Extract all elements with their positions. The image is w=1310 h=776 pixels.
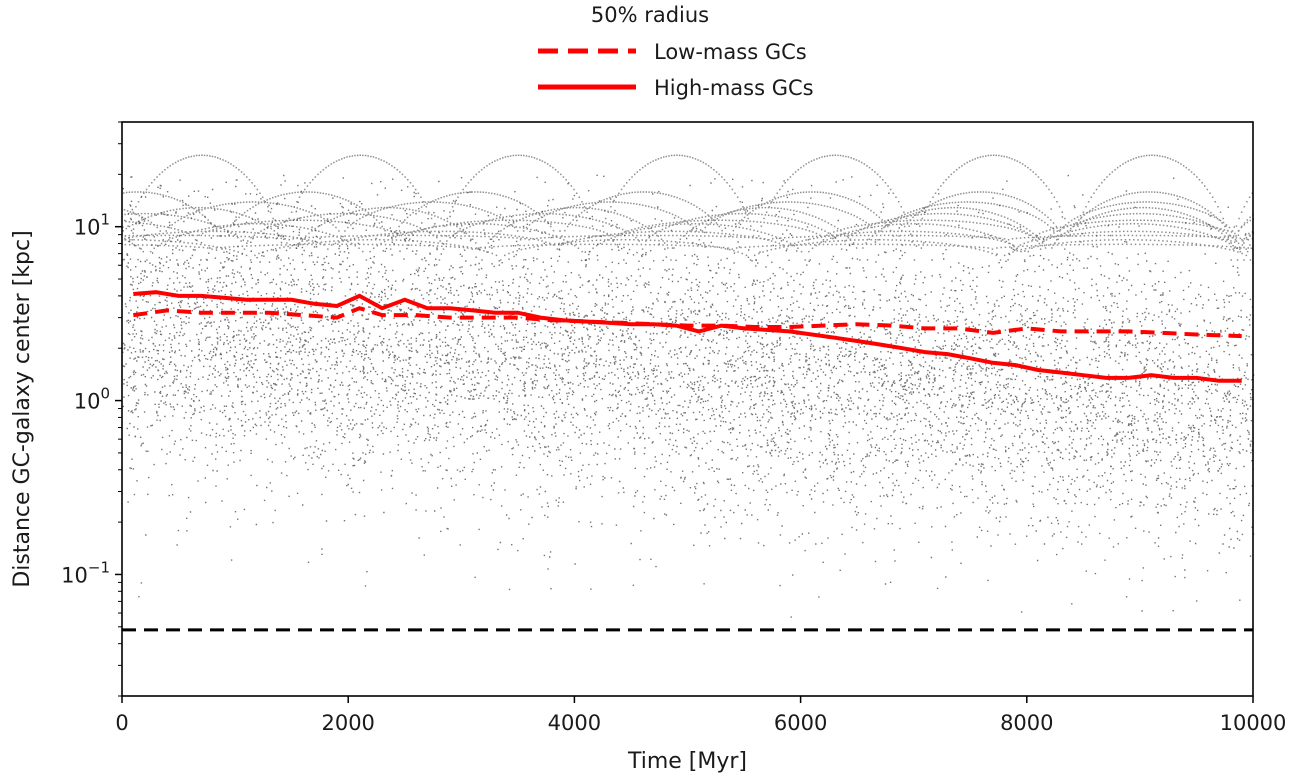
y-axis-label: Distance GC-galaxy center [kpc] xyxy=(10,230,35,587)
orbit-arc-points xyxy=(122,154,1255,261)
orbit-arcs xyxy=(122,154,1255,261)
x-tick-label: 10000 xyxy=(1220,711,1287,735)
x-axis-label: Time [Myr] xyxy=(627,749,747,774)
legend: 50% radius Low-mass GCs High-mass GCs xyxy=(538,3,814,100)
x-tick-label: 6000 xyxy=(774,711,827,735)
y-tick-label: 100 xyxy=(74,385,110,414)
x-tick-label: 0 xyxy=(115,711,128,735)
legend-label: Low-mass GCs xyxy=(654,40,807,64)
series-line-high-mass-gcs xyxy=(133,290,1242,383)
series-lines xyxy=(122,290,1253,632)
y-tick-label: 10−1 xyxy=(61,558,110,587)
y-tick-label: 101 xyxy=(74,211,110,240)
y-axis-ticks: 10−1 100 101 xyxy=(61,121,122,697)
plot-frame xyxy=(121,121,1254,697)
x-tick-label: 2000 xyxy=(321,711,374,735)
x-tick-label: 4000 xyxy=(548,711,601,735)
x-axis-ticks: 0 2000 4000 6000 8000 10000 xyxy=(115,696,1286,735)
legend-label: High-mass GCs xyxy=(654,76,814,100)
series-line-low-mass-gcs xyxy=(133,306,1242,339)
x-tick-label: 8000 xyxy=(1000,711,1053,735)
legend-title: 50% radius xyxy=(591,3,709,27)
